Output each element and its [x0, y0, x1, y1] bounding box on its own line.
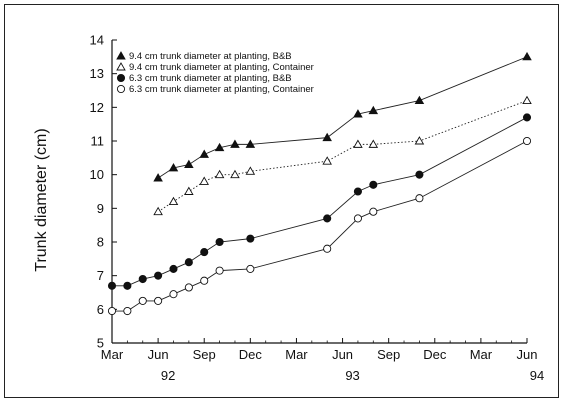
data-point	[214, 169, 225, 179]
legend-marker	[116, 84, 126, 94]
y-tick-label: 7	[97, 268, 104, 283]
data-point	[154, 271, 163, 280]
legend: 9.4 cm trunk diameter at planting, B&B9.…	[116, 51, 314, 95]
legend-entry: 6.3 cm trunk diameter at planting, B&B	[129, 73, 292, 84]
data-point	[414, 95, 425, 105]
data-point	[215, 266, 224, 275]
x-year-label: 94	[530, 368, 544, 383]
data-point	[168, 196, 179, 206]
series-1	[153, 51, 532, 182]
data-point	[245, 166, 256, 175]
data-point	[353, 187, 362, 196]
data-point	[246, 234, 255, 243]
data-point	[522, 95, 532, 105]
y-tick-label: 9	[97, 201, 104, 216]
data-point	[184, 283, 193, 292]
y-tick-label: 13	[90, 66, 104, 81]
chart-frame	[4, 4, 559, 398]
data-point	[230, 169, 240, 179]
data-point	[107, 281, 117, 290]
series-line	[157, 100, 528, 213]
data-point	[245, 139, 256, 148]
x-tick-label: Jun	[517, 347, 538, 362]
data-point	[322, 156, 332, 165]
series-3	[107, 113, 532, 290]
data-point	[200, 248, 209, 257]
data-point	[353, 214, 362, 223]
y-tick-label: 11	[91, 134, 105, 149]
y-axis-label: Trunk diameter (cm)	[33, 128, 50, 271]
series-4	[107, 136, 532, 316]
data-point	[184, 186, 194, 195]
data-point	[200, 276, 209, 285]
x-tick-label: Sep	[193, 347, 216, 362]
data-point	[153, 173, 163, 182]
data-point	[353, 139, 363, 148]
data-point	[169, 264, 178, 273]
legend-entry: 6.3 cm trunk diameter at planting, Conta…	[129, 84, 314, 95]
legend-entry: 9.4 cm trunk diameter at planting, B&B	[129, 51, 292, 62]
y-tick-label: 5	[97, 336, 104, 351]
y-tick-label: 12	[90, 100, 104, 115]
data-point	[522, 136, 532, 146]
data-point	[169, 290, 178, 299]
data-point	[123, 306, 132, 316]
axes: 5 6 7 8 9 10 11 12 13 14 Mar Jun Sep Dec Mar Jun Sep Dec M…	[90, 33, 545, 384]
data-point	[414, 136, 425, 145]
data-point	[246, 264, 255, 273]
x-year-label: 93	[345, 368, 359, 383]
x-tick-label: Sep	[377, 347, 400, 362]
data-point	[123, 281, 132, 290]
x-tick-label: Mar	[101, 347, 124, 362]
x-tick-label: Dec	[423, 347, 447, 362]
data-point	[138, 274, 147, 284]
x-year-label: 92	[161, 368, 175, 383]
data-point	[369, 207, 378, 216]
series-2	[153, 95, 532, 216]
data-point	[184, 258, 193, 267]
data-point	[153, 206, 163, 216]
y-tick-label: 8	[97, 235, 104, 250]
data-point	[353, 109, 363, 118]
data-point	[214, 142, 225, 152]
data-point	[199, 149, 209, 158]
data-point	[138, 296, 147, 305]
data-point	[323, 214, 332, 223]
series-layer	[107, 51, 532, 316]
data-point	[415, 194, 424, 203]
data-point	[415, 170, 424, 179]
data-point	[215, 237, 224, 247]
data-point	[323, 244, 332, 253]
legend-entry: 9.4 cm trunk diameter at planting, Conta…	[129, 62, 314, 73]
x-tick-label: Mar	[470, 347, 493, 362]
x-tick-label: Dec	[239, 347, 263, 362]
data-point	[368, 105, 379, 115]
x-tick-label: Mar	[285, 347, 308, 362]
legend-marker	[116, 62, 126, 71]
data-point	[522, 113, 532, 122]
data-point	[230, 139, 240, 148]
data-point	[154, 296, 163, 305]
y-tick-label: 6	[97, 302, 104, 317]
data-point	[369, 180, 378, 189]
data-point	[322, 132, 332, 142]
y-tick-label: 10	[90, 167, 104, 182]
legend-marker	[116, 51, 126, 60]
data-point	[199, 176, 209, 185]
y-tick-label: 14	[90, 33, 104, 48]
data-point	[168, 163, 179, 172]
data-point	[184, 159, 194, 169]
data-point	[368, 139, 379, 148]
legend-marker	[116, 73, 126, 83]
data-point	[522, 51, 532, 61]
data-point	[107, 306, 117, 316]
x-tick-label: Jun	[148, 347, 169, 362]
x-tick-label: Jun	[332, 347, 353, 362]
